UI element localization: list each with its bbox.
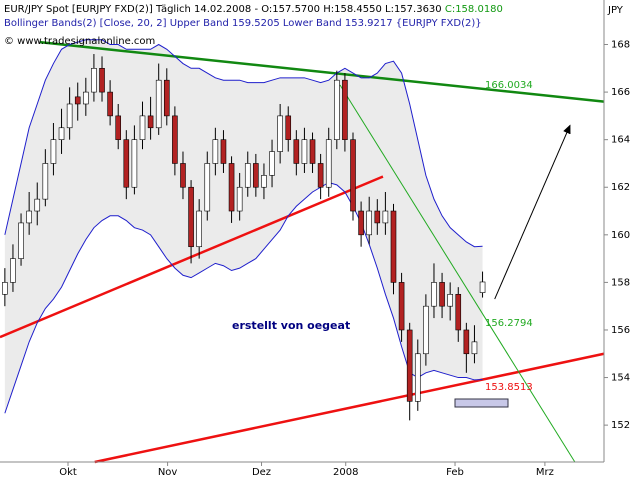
candle-body [91,68,97,93]
candle-body [115,115,122,140]
high: H:158.4550 [323,4,382,15]
candle-body [58,127,65,140]
candle-body [139,115,146,140]
candle-body [423,305,429,355]
candle-body [334,79,340,140]
trendline [494,124,571,300]
y-tick-label: 164 [611,135,630,146]
candle-body [74,96,81,105]
candle-body [382,210,389,224]
band-upper [4,39,483,248]
band-lower [4,181,483,414]
x-tick-label: 2008 [333,467,358,478]
price-label: 166.0034 [485,80,533,91]
low: L:157.3630 [385,4,442,15]
y-tick-label: 154 [611,373,630,384]
candle-body [99,68,105,93]
candle-body [123,139,130,188]
candle-body [172,115,178,164]
trendline [39,40,605,103]
plot: 166.0034 156.2794 153.8513 [0,39,605,464]
candle-body [10,258,16,283]
close: C:158.0180 [445,4,503,15]
candle-body [447,293,453,307]
y-tick-label: 162 [611,182,630,193]
candle-body [325,139,332,188]
indicator: Bollinger Bands(2) [Close, 20, 2] Upper … [4,18,482,29]
annotation: erstellt von oegeat [232,319,350,332]
y-tick-label: 156 [611,325,630,336]
candle-body [83,91,89,105]
candle-body [463,329,470,355]
candle-body [277,115,283,152]
x-tick-label: Feb [446,467,464,478]
candle-body [180,163,186,188]
trendline [339,84,576,463]
candle-body [2,282,8,295]
y-tick-label: 166 [611,87,630,98]
y-tick-label: 152 [611,420,630,431]
candle-body [196,210,202,248]
candle-body [155,79,162,129]
candle-body [204,163,211,212]
candle-body [212,139,219,164]
candle-body [228,163,235,212]
copyright: © www.tradesignalonline.com [4,36,155,47]
x-tick-label: Okt [59,467,77,478]
candle-body [390,210,397,283]
price-label: 153.8513 [485,382,533,393]
candle-body [406,329,413,402]
candle-body [398,282,405,331]
candle-body [50,139,57,164]
candle-body [350,139,356,212]
candle-body [244,163,251,188]
candle-body [317,163,324,188]
candle-body [293,139,300,164]
candle-body [220,139,227,164]
date: Täglich 14.02.2008 - [155,4,258,15]
candle-body [131,139,138,188]
candle-body [471,341,478,355]
candle-body [107,91,113,117]
candle-body [236,186,243,212]
header-instrument: EUR/JPY Spot [EURJPY FXD(2)] Täglich 14.… [4,4,503,15]
candle-body [414,353,421,402]
candle-body [366,210,373,236]
candle-body [342,79,348,140]
instrument: EUR/JPY Spot [EURJPY FXD(2)] [4,4,153,15]
candle-body [439,282,445,307]
candle-body [147,115,154,129]
x-tick-label: Nov [158,467,178,478]
y-tick-label: 168 [611,40,630,51]
candle-body [309,139,316,164]
y-tick-label: 158 [611,277,630,288]
x-tick-label: Mrz [536,467,554,478]
candle-body [66,103,73,129]
open: O:157.5700 [261,4,320,15]
price-label: 156.2794 [485,318,533,329]
candle-body [301,139,308,164]
candle-body [253,163,259,188]
drawing-box [454,398,509,408]
candle-body [431,282,437,307]
candle-body [188,186,194,248]
y-axis-label: JPY [607,5,624,16]
x-tick-label: Dez [252,467,271,478]
candle-body [455,293,462,331]
candle-body [285,115,292,140]
candle-body [163,79,170,117]
y-tick-label: 160 [611,230,630,241]
candle-body [374,210,381,224]
candle-body [269,151,275,176]
candle-body [358,210,364,236]
candle-body [18,222,24,259]
candle-body [42,163,49,200]
candle-body [26,210,32,224]
candle-body [34,198,41,212]
candle-body [479,281,486,293]
band-fill [4,39,483,414]
candle-body [261,175,267,188]
